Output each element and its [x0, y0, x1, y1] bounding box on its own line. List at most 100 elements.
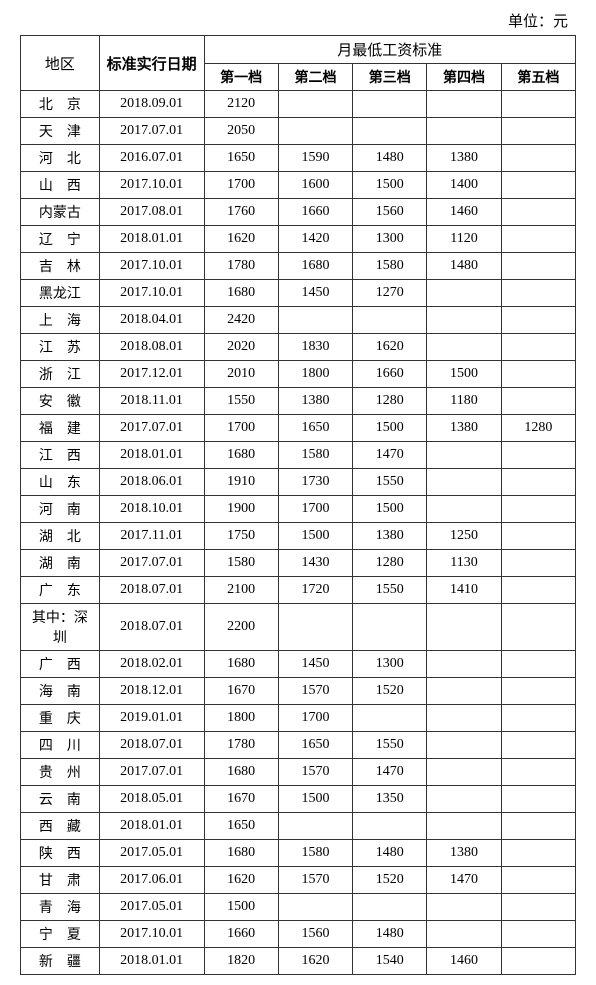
cell-tier: 1780: [204, 732, 278, 759]
cell-tier: 1560: [353, 199, 427, 226]
cell-tier: 1460: [427, 948, 501, 975]
cell-date: 2017.05.01: [99, 840, 204, 867]
cell-tier: [501, 604, 575, 651]
cell-date: 2016.07.01: [99, 145, 204, 172]
header-tier5: 第五档: [501, 64, 575, 91]
cell-tier: 1480: [353, 921, 427, 948]
cell-tier: 1270: [353, 280, 427, 307]
cell-tier: 1580: [278, 840, 352, 867]
cell-region: 甘 肃: [21, 867, 100, 894]
cell-date: 2018.11.01: [99, 388, 204, 415]
header-region: 地区: [21, 36, 100, 91]
table-row: 新 疆2018.01.011820162015401460: [21, 948, 576, 975]
table-row: 甘 肃2017.06.011620157015201470: [21, 867, 576, 894]
cell-tier: [353, 705, 427, 732]
cell-tier: 1300: [353, 226, 427, 253]
cell-tier: 1700: [278, 705, 352, 732]
table-row: 北 京2018.09.012120: [21, 91, 576, 118]
cell-tier: [278, 813, 352, 840]
cell-region: 云 南: [21, 786, 100, 813]
cell-tier: [427, 759, 501, 786]
cell-tier: 1780: [204, 253, 278, 280]
cell-tier: [501, 496, 575, 523]
table-row: 海 南2018.12.01167015701520: [21, 678, 576, 705]
cell-tier: [501, 759, 575, 786]
table-row: 内蒙古2017.08.011760166015601460: [21, 199, 576, 226]
cell-tier: 1550: [353, 577, 427, 604]
cell-tier: 1800: [204, 705, 278, 732]
cell-tier: 1650: [278, 415, 352, 442]
cell-tier: [353, 894, 427, 921]
cell-region: 四 川: [21, 732, 100, 759]
cell-tier: 1480: [427, 253, 501, 280]
cell-tier: 1680: [204, 840, 278, 867]
cell-date: 2018.01.01: [99, 226, 204, 253]
cell-date: 2017.07.01: [99, 415, 204, 442]
cell-tier: 1650: [204, 813, 278, 840]
cell-region: 海 南: [21, 678, 100, 705]
cell-region: 黑龙江: [21, 280, 100, 307]
cell-tier: [278, 118, 352, 145]
cell-tier: 1680: [204, 651, 278, 678]
table-row: 广 东2018.07.012100172015501410: [21, 577, 576, 604]
table-row: 山 东2018.06.01191017301550: [21, 469, 576, 496]
cell-tier: 1650: [204, 145, 278, 172]
header-row-1: 地区 标准实行日期 月最低工资标准: [21, 36, 576, 64]
cell-tier: [353, 91, 427, 118]
table-row: 黑龙江2017.10.01168014501270: [21, 280, 576, 307]
cell-tier: 1380: [427, 415, 501, 442]
cell-tier: [501, 840, 575, 867]
cell-date: 2018.07.01: [99, 732, 204, 759]
cell-tier: 1520: [353, 678, 427, 705]
cell-date: 2018.08.01: [99, 334, 204, 361]
cell-tier: 1570: [278, 678, 352, 705]
cell-tier: 1280: [353, 550, 427, 577]
cell-region: 河 南: [21, 496, 100, 523]
header-date: 标准实行日期: [99, 36, 204, 91]
cell-tier: 1620: [204, 867, 278, 894]
cell-date: 2017.06.01: [99, 867, 204, 894]
cell-tier: 1680: [204, 759, 278, 786]
cell-region: 西 藏: [21, 813, 100, 840]
cell-tier: 1620: [353, 334, 427, 361]
cell-tier: 1540: [353, 948, 427, 975]
cell-tier: [501, 334, 575, 361]
cell-tier: 1470: [353, 442, 427, 469]
cell-tier: 1900: [204, 496, 278, 523]
cell-tier: 1400: [427, 172, 501, 199]
cell-tier: [427, 894, 501, 921]
cell-tier: 2050: [204, 118, 278, 145]
cell-region: 辽 宁: [21, 226, 100, 253]
cell-date: 2018.01.01: [99, 442, 204, 469]
cell-tier: [501, 921, 575, 948]
cell-region: 福 建: [21, 415, 100, 442]
cell-tier: [427, 705, 501, 732]
header-tier1: 第一档: [204, 64, 278, 91]
cell-tier: 1580: [204, 550, 278, 577]
table-row: 其中：深圳2018.07.012200: [21, 604, 576, 651]
cell-tier: 1480: [353, 840, 427, 867]
cell-tier: 1830: [278, 334, 352, 361]
table-row: 辽 宁2018.01.011620142013001120: [21, 226, 576, 253]
cell-tier: 2420: [204, 307, 278, 334]
cell-tier: [427, 307, 501, 334]
cell-date: 2017.10.01: [99, 921, 204, 948]
cell-date: 2017.11.01: [99, 523, 204, 550]
cell-tier: 1800: [278, 361, 352, 388]
cell-tier: 1460: [427, 199, 501, 226]
table-row: 重 庆2019.01.0118001700: [21, 705, 576, 732]
cell-tier: [501, 280, 575, 307]
cell-region: 重 庆: [21, 705, 100, 732]
cell-tier: 1280: [353, 388, 427, 415]
table-row: 浙 江2017.12.012010180016601500: [21, 361, 576, 388]
table-row: 山 西2017.10.011700160015001400: [21, 172, 576, 199]
cell-tier: 1730: [278, 469, 352, 496]
cell-tier: [278, 91, 352, 118]
table-row: 云 南2018.05.01167015001350: [21, 786, 576, 813]
cell-date: 2018.04.01: [99, 307, 204, 334]
cell-date: 2018.09.01: [99, 91, 204, 118]
cell-tier: 1500: [204, 894, 278, 921]
cell-tier: [427, 334, 501, 361]
cell-tier: 1550: [353, 732, 427, 759]
cell-tier: 1250: [427, 523, 501, 550]
